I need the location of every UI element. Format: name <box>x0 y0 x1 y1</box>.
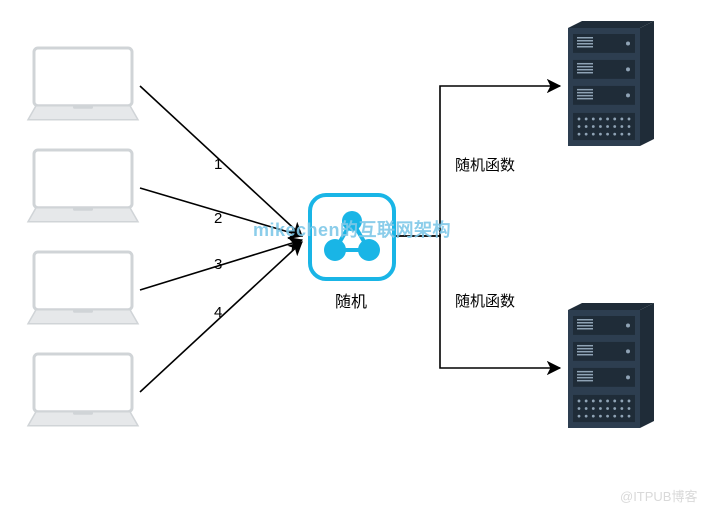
laptop-3 <box>28 252 138 324</box>
laptop-2 <box>28 150 138 222</box>
server-2 <box>568 303 654 428</box>
edge-label-5: 随机函数 <box>455 154 515 175</box>
edge-label-1: 1 <box>214 156 222 173</box>
edge-label-6: 随机函数 <box>455 290 515 311</box>
watermark-corner: @ITPUB博客 <box>620 486 697 505</box>
server-1 <box>568 21 654 146</box>
edge-label-3: 3 <box>214 256 222 273</box>
diagram-canvas: mikechen的互联网架构 随机 @ITPUB博客 1234随机函数随机函数 <box>0 0 707 509</box>
laptop-1 <box>28 48 138 120</box>
edge-label-2: 2 <box>214 210 222 227</box>
hub-label: 随机 <box>335 288 367 312</box>
edge-label-4: 4 <box>214 304 222 321</box>
diagram-svg <box>0 0 707 509</box>
watermark-center: mikechen的互联网架构 <box>253 216 451 242</box>
laptop-4 <box>28 354 138 426</box>
